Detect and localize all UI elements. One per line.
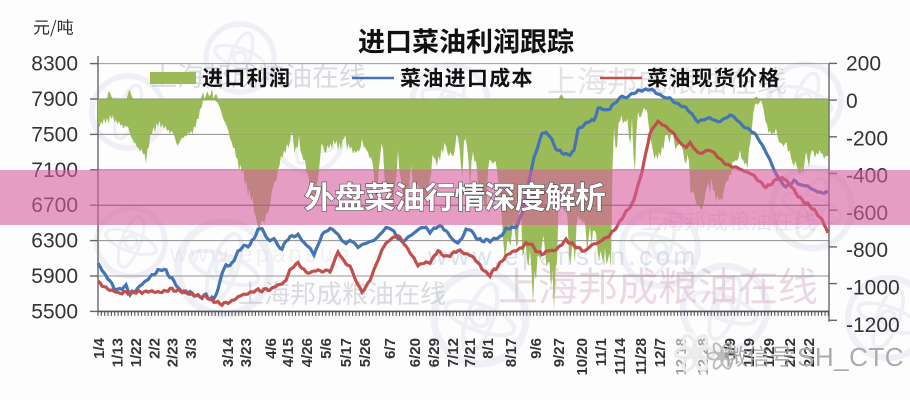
svg-text:SH_CTC: SH_CTC [797,342,904,372]
svg-text:-200: -200 [846,127,888,150]
svg-text:5500: 5500 [31,300,78,323]
svg-text:www.epansun: www.epansun [169,241,352,268]
svg-text:-800: -800 [846,239,888,262]
svg-text:7500: 7500 [31,123,78,146]
svg-text:5900: 5900 [31,265,78,288]
svg-text:200: 200 [846,53,881,76]
svg-text:3/3: 3/3 [183,338,200,359]
svg-text:5/26: 5/26 [357,338,374,367]
svg-text:6/7: 6/7 [382,338,399,359]
svg-text:7/12: 7/12 [445,338,462,367]
svg-text:6/20: 6/20 [407,338,424,367]
svg-text:-1200: -1200 [846,314,900,337]
svg-text:4/6: 4/6 [263,338,280,359]
svg-text:4/15: 4/15 [280,338,297,367]
svg-text:6/29: 6/29 [426,338,443,367]
svg-text:11/1: 11/1 [593,338,610,366]
svg-text:5/6: 5/6 [318,338,335,359]
svg-text:11/28: 11/28 [633,338,650,375]
svg-text:3/14: 3/14 [220,337,237,367]
svg-text:9/27: 9/27 [551,338,568,367]
svg-text:2/22: 2/22 [801,338,818,367]
svg-text:2/2: 2/2 [147,338,164,359]
svg-text:0: 0 [846,90,858,113]
svg-text:5/17: 5/17 [338,338,355,367]
svg-text:8300: 8300 [31,53,78,76]
svg-text:7900: 7900 [31,88,78,111]
svg-text:10/20: 10/20 [574,338,591,376]
svg-text:4/26: 4/26 [299,338,316,367]
svg-text::: : [789,346,795,368]
svg-text:1/19: 1/19 [741,338,758,367]
svg-text:11/14: 11/14 [612,337,629,374]
svg-text:6300: 6300 [31,230,78,253]
svg-text:-1000: -1000 [846,277,900,300]
svg-text:8/1: 8/1 [480,338,497,359]
svg-text:7/21: 7/21 [462,338,479,367]
svg-text:1/13: 1/13 [110,338,127,367]
svg-text:2/23: 2/23 [165,338,182,367]
svg-text:8/17: 8/17 [503,338,520,367]
svg-text:9/6: 9/6 [528,338,545,359]
svg-text:3/23: 3/23 [238,338,255,367]
svg-text:1/22: 1/22 [128,338,145,367]
svg-text:1/4: 1/4 [91,337,108,359]
svg-text:12/7: 12/7 [652,338,669,367]
